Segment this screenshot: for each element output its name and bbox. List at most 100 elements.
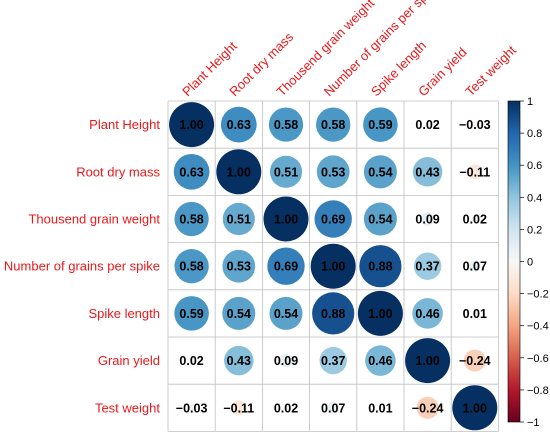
correlation-value: 0.01	[463, 307, 487, 321]
correlation-value: 0.54	[368, 213, 392, 227]
correlation-circle	[470, 120, 479, 129]
correlation-value: 0.37	[321, 354, 345, 368]
correlation-value: 0.58	[274, 118, 298, 132]
correlation-circle	[269, 155, 303, 188]
row-labels: Plant Height Root dry mass Thousend grain …	[4, 117, 161, 415]
correlation-value: 0.88	[321, 307, 345, 321]
correlation-circle	[222, 202, 255, 236]
row-label: Grain yield	[98, 353, 160, 368]
correlation-circle	[282, 404, 290, 411]
colorbar-tick-label: −1	[527, 417, 540, 429]
correlation-value: 0.53	[321, 165, 345, 179]
correlation-value: 0.51	[227, 213, 251, 227]
correlation-value: 0.59	[368, 118, 392, 132]
correlation-circle	[169, 102, 215, 148]
correlation-circle	[424, 121, 431, 128]
correlation-circle	[420, 212, 435, 226]
correlation-circle	[173, 153, 210, 190]
correlation-value: 1.00	[274, 213, 298, 227]
correlation-value: −0.03	[176, 401, 208, 415]
correlation-circle	[312, 292, 355, 335]
correlation-value: 0.01	[368, 401, 392, 415]
correlation-circle	[357, 290, 403, 336]
correlation-value: −0.24	[459, 354, 491, 368]
correlation-value: 1.00	[415, 354, 439, 368]
row-label: Number of grains per spike	[4, 259, 160, 274]
correlation-circle	[467, 164, 483, 180]
correlation-circle	[405, 338, 451, 384]
correlation-circle	[468, 260, 481, 273]
colorbar-tick-label: −0.4	[527, 321, 549, 333]
correlation-value: 0.88	[368, 260, 392, 274]
correlation-circle	[463, 349, 486, 372]
correlation-circle	[231, 400, 247, 416]
correlation-value: 0.07	[321, 401, 345, 415]
correlation-circle	[471, 215, 478, 223]
correlation-value: 0.59	[179, 307, 203, 321]
correlation-value: 0.09	[415, 213, 439, 227]
correlation-circle	[222, 296, 256, 330]
correlation-circle	[222, 249, 256, 283]
correlation-circle	[327, 401, 340, 414]
colorbar-tick-label: 0.8	[527, 128, 542, 140]
correlation-value: −0.03	[459, 118, 491, 132]
correlation-circle	[472, 311, 478, 316]
correlation-circle	[363, 202, 397, 236]
correlation-value: −0.24	[412, 401, 444, 415]
correlation-value: 0.09	[274, 354, 298, 368]
correlation-value: 1.00	[227, 165, 251, 179]
correlation-value: 0.43	[227, 354, 251, 368]
correlation-value: 0.63	[179, 165, 203, 179]
correlation-circle	[316, 155, 350, 189]
correlation-circle	[174, 296, 209, 331]
correlation-circle	[268, 107, 304, 142]
correlation-circle	[269, 296, 303, 330]
correlation-value: 0.46	[368, 354, 392, 368]
correlation-value: 0.07	[463, 260, 487, 274]
correlation-circle	[263, 196, 309, 242]
correlation-value: 1.00	[368, 307, 392, 321]
correlation-circle	[267, 247, 305, 285]
colorbar-tick-label: −0.6	[527, 353, 549, 365]
correlation-value: 0.58	[179, 260, 203, 274]
correlation-circles	[169, 102, 498, 431]
row-label: Plant Height	[89, 117, 160, 132]
grid-lines	[167, 100, 499, 432]
correlation-value: 0.46	[415, 307, 439, 321]
correlation-value: 0.54	[227, 307, 251, 321]
correlation-circle	[416, 396, 439, 419]
correlation-circle	[413, 252, 442, 280]
colorbar-tick-label: 0.2	[527, 224, 542, 236]
correlation-value: −0.11	[459, 165, 490, 179]
correlation-circle	[452, 385, 498, 431]
correlation-circle	[310, 243, 356, 289]
correlation-circle	[279, 353, 293, 368]
correlation-circle	[316, 107, 351, 142]
correlation-value: 0.43	[415, 165, 439, 179]
correlation-value: 0.02	[415, 118, 439, 132]
correlation-value: 1.00	[179, 118, 203, 132]
correlation-value: 0.02	[274, 401, 298, 415]
correlation-circle	[314, 200, 352, 238]
colorbar-tick-label: 0	[527, 257, 533, 269]
correlation-circle	[174, 249, 209, 284]
correlation-circle	[220, 106, 257, 143]
correlation-circle	[224, 345, 254, 376]
correlation-circle	[216, 149, 262, 195]
correlation-circle	[188, 357, 195, 364]
correlation-circle	[365, 345, 396, 376]
row-label: Root dry mass	[76, 164, 160, 179]
correlation-value: 0.58	[321, 118, 345, 132]
correlation-value: 0.02	[179, 354, 203, 368]
correlation-values: 1.00 0.63 0.58 0.58 0.59 0.02 −0.03 0.63 1.00 0.5…	[176, 118, 491, 415]
correlation-value: −0.11	[223, 401, 254, 415]
correlation-circle	[363, 155, 397, 189]
colorbar: 1 0.8 0.6 0.4 0.2 0 −0.2 −0.4 −0.6 −0.8 −1	[507, 96, 549, 429]
correlation-value: 0.02	[463, 213, 487, 227]
correlation-value: 1.00	[463, 401, 487, 415]
correlation-circle	[319, 346, 347, 375]
correlation-value: 0.37	[415, 260, 439, 274]
colorbar-gradient	[507, 100, 521, 423]
correlation-value: 0.54	[368, 165, 392, 179]
correlation-value: 0.54	[274, 307, 298, 321]
